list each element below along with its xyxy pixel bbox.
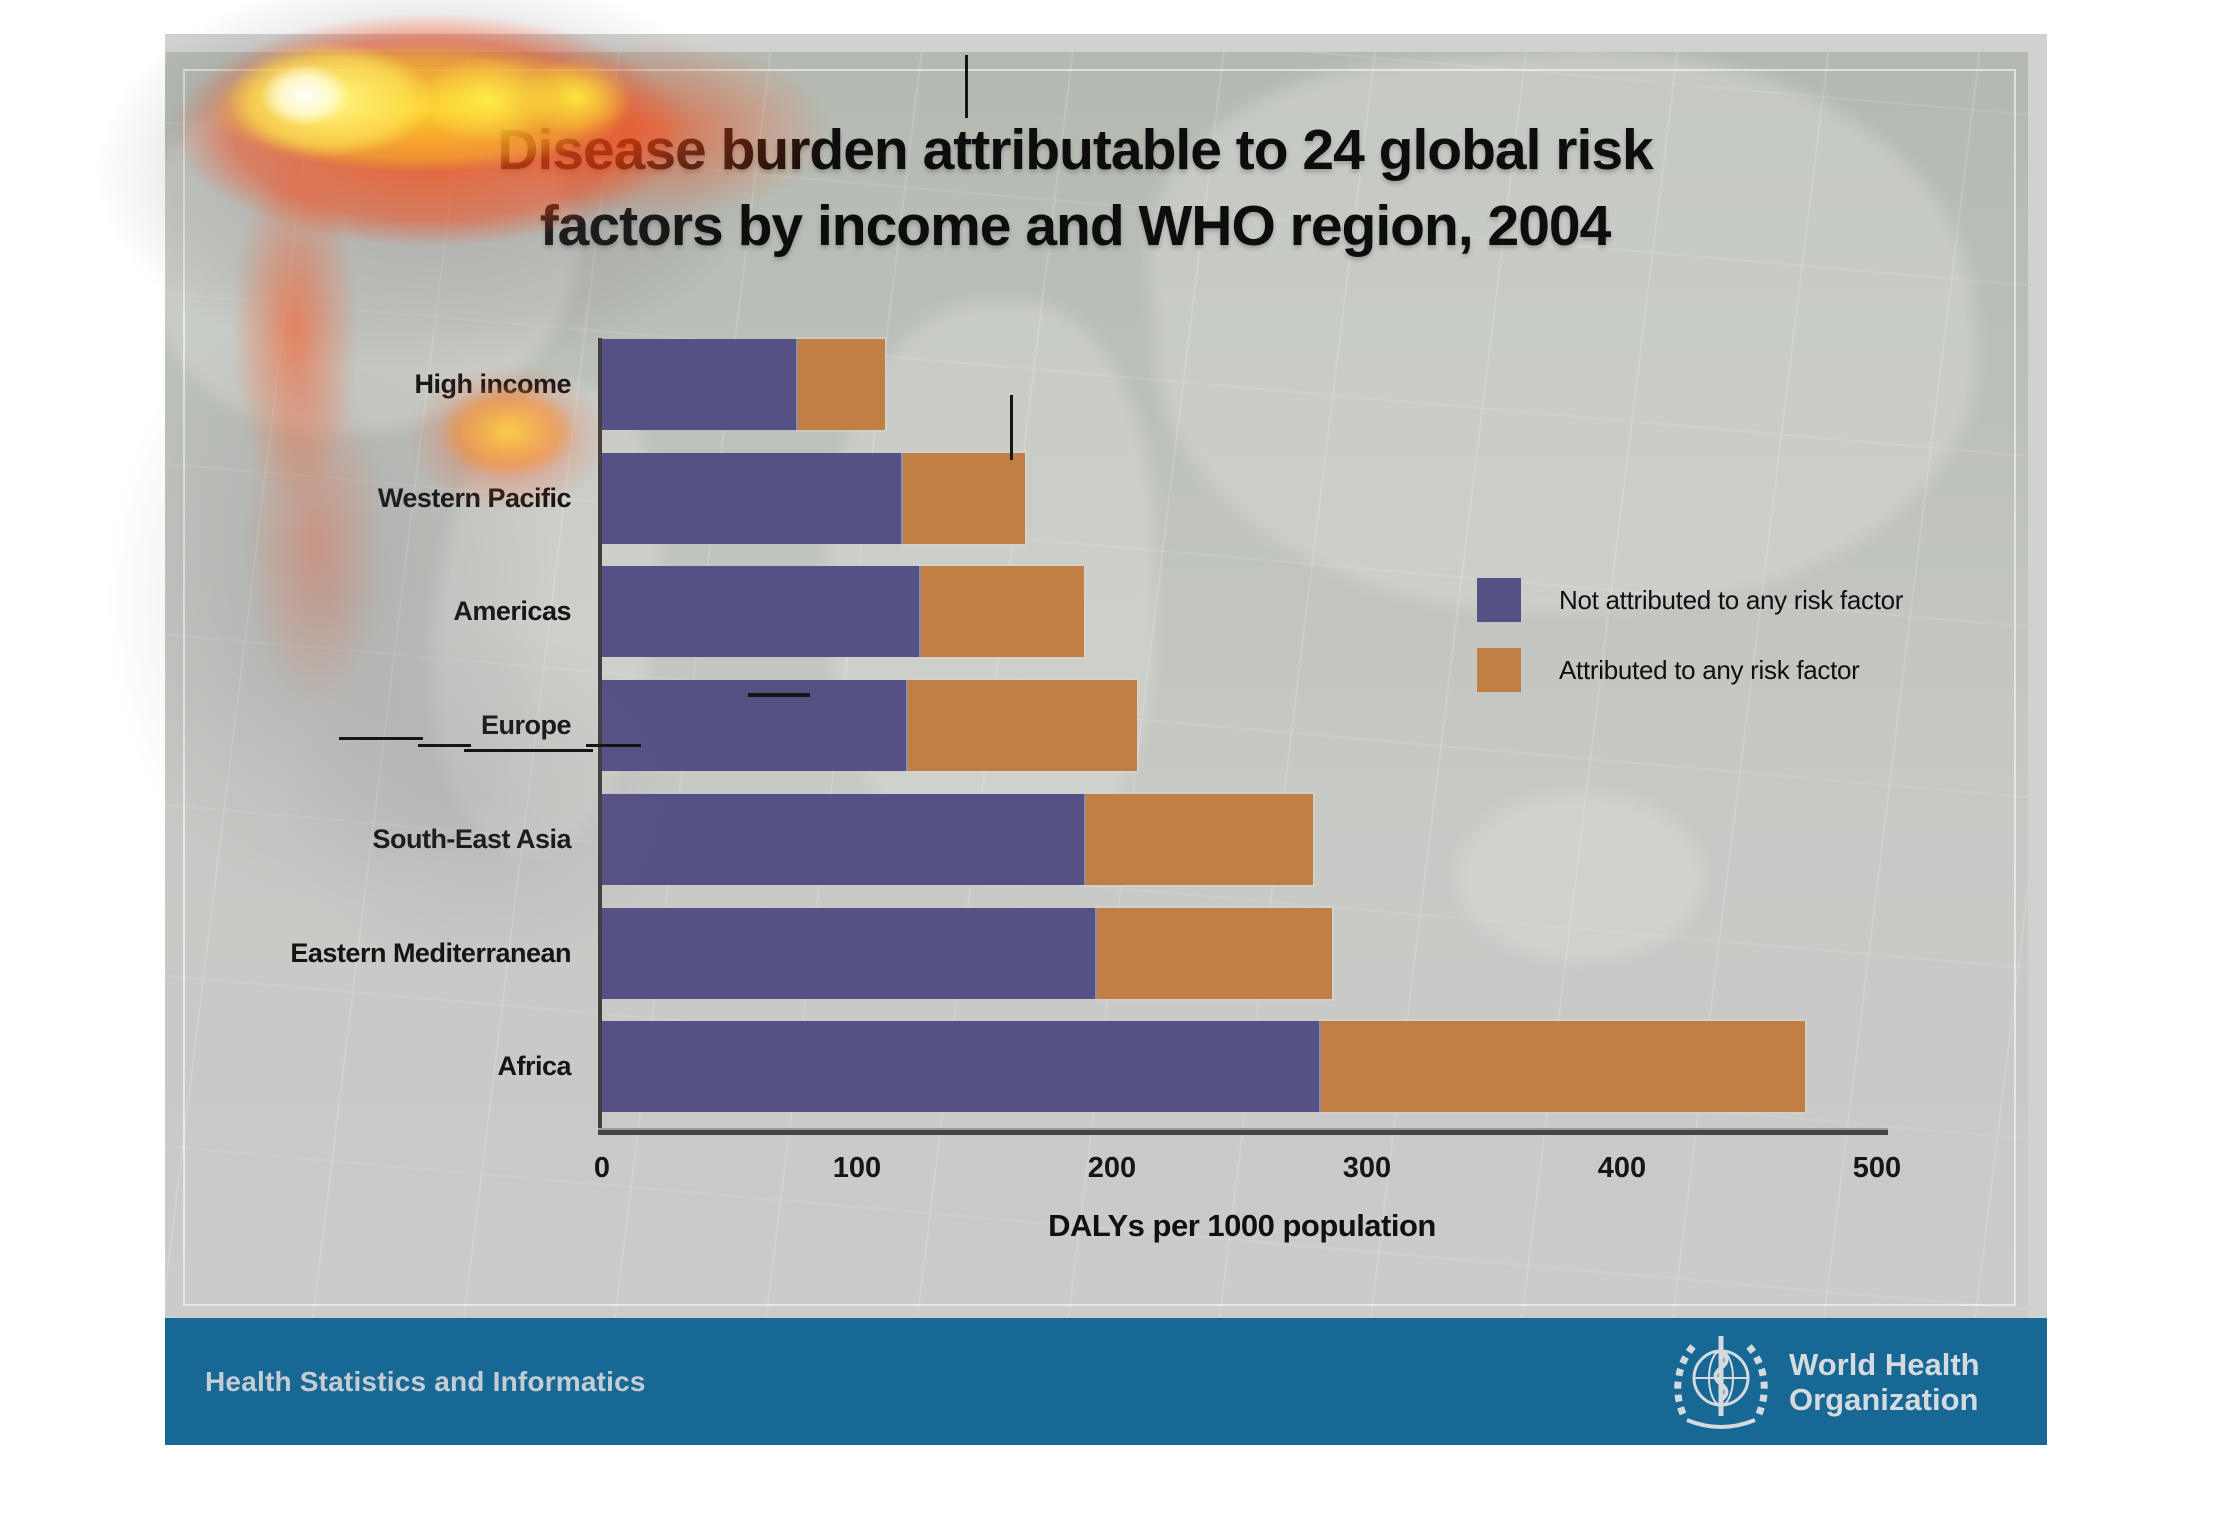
legend-swatch — [1477, 578, 1521, 622]
category-label: Europe — [480, 710, 572, 740]
bar-segment-not-attributed — [602, 794, 1086, 885]
bar-segment-not-attributed — [602, 566, 921, 657]
who-logo-block: World Health Organization — [1667, 1318, 1980, 1445]
who-name-line-2: Organization — [1789, 1381, 1979, 1417]
x-axis-tick-label: 0 — [593, 1152, 611, 1184]
category-label: Africa — [497, 1051, 571, 1081]
legend-item: Not attributed to any risk factor — [1477, 578, 1903, 622]
x-axis-tick-label: 400 — [1597, 1152, 1647, 1184]
bar-segment-not-attributed — [602, 1021, 1321, 1112]
bar-segment-attributed — [798, 339, 885, 430]
category-label: Americas — [453, 596, 571, 626]
category-label: Eastern Mediterranean — [290, 938, 571, 968]
bar-segment-attributed — [1097, 908, 1332, 999]
who-name-line-1: World Health — [1789, 1346, 1980, 1382]
bar-segment-not-attributed — [602, 908, 1097, 999]
who-logo-text: World Health Organization — [1789, 1347, 1980, 1417]
footer-department-label: Health Statistics and Informatics — [205, 1365, 646, 1397]
x-axis-tick-label: 300 — [1342, 1152, 1392, 1184]
gaze-mark-line — [418, 744, 471, 747]
x-axis-tick-label: 200 — [1087, 1152, 1137, 1184]
bar-segment-attributed — [921, 566, 1084, 657]
gaze-mark-line — [339, 737, 423, 740]
x-axis-line — [598, 1128, 1888, 1135]
x-axis-tick-label: 100 — [832, 1152, 882, 1184]
gaze-mark-line — [586, 744, 641, 747]
legend-swatch — [1477, 648, 1521, 692]
gaze-mark-line — [1010, 395, 1013, 460]
x-axis-tick-label: 500 — [1852, 1152, 1902, 1184]
category-label: Western Pacific — [377, 483, 572, 513]
bar-segment-attributed — [903, 453, 1025, 544]
category-label: High income — [414, 369, 571, 399]
bar-segment-not-attributed — [602, 339, 798, 430]
bar-segment-attributed — [1086, 794, 1313, 885]
title-line-1: Disease burden attributable to 24 global… — [497, 118, 1653, 182]
legend-item: Attributed to any risk factor — [1477, 648, 1903, 692]
legend-label: Not attributed to any risk factor — [1559, 584, 1904, 615]
who-emblem-icon — [1674, 1335, 1768, 1429]
title-line-2: factors by income and WHO region, 2004 — [539, 194, 1612, 258]
bar-segment-not-attributed — [602, 453, 903, 544]
gaze-mark-line — [464, 749, 593, 752]
bar-segment-attributed — [1321, 1021, 1805, 1112]
gaze-mark-line — [748, 693, 810, 697]
legend-label: Attributed to any risk factor — [1559, 654, 1860, 685]
x-axis-title: DALYs per 1000 population — [1048, 1208, 1436, 1243]
slide-title: Disease burden attributable to 24 global… — [300, 112, 1850, 264]
footer-band: Health Statistics and Informatics World … — [165, 1318, 2047, 1445]
gaze-mark-line — [965, 55, 968, 118]
chart-legend: Not attributed to any risk factor Attribu… — [1477, 578, 1903, 718]
category-label: South-East Asia — [372, 824, 571, 854]
bar-segment-attributed — [908, 680, 1137, 771]
